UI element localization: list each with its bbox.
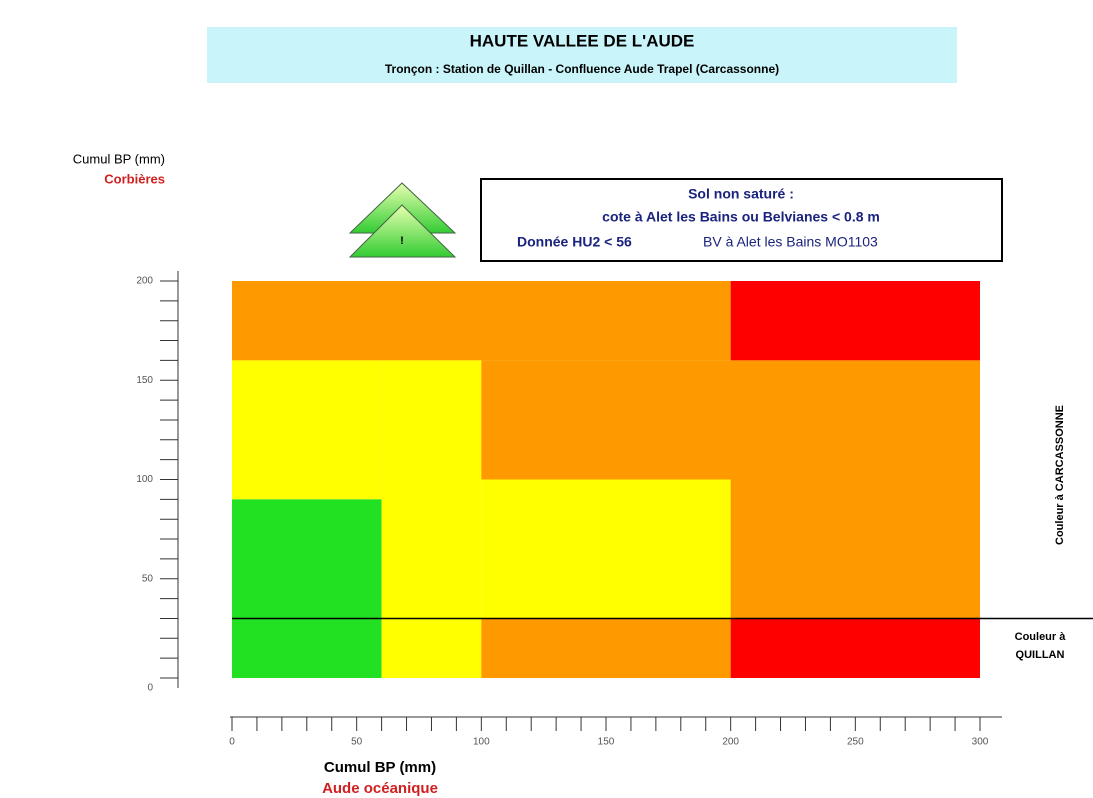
zone <box>730 618 980 678</box>
x-tick-label: 100 <box>473 737 490 748</box>
y-tick-label: 100 <box>136 474 153 485</box>
x-tick-label: 250 <box>847 737 864 748</box>
zone <box>481 479 731 619</box>
zone <box>481 360 980 480</box>
zone <box>232 360 382 500</box>
chart-subtitle: Tronçon : Station de Quillan - Confluenc… <box>385 62 779 76</box>
icon-text: ! <box>400 235 404 247</box>
y-axis-label: Cumul BP (mm) <box>73 151 165 166</box>
title-box <box>207 27 957 83</box>
info-line: Sol non saturé : <box>688 186 794 202</box>
x-axis-label: Cumul BP (mm) <box>324 759 436 776</box>
zone <box>381 360 482 678</box>
x-tick-label: 300 <box>972 737 989 748</box>
zone <box>481 618 731 678</box>
icon: ! <box>348 182 457 258</box>
x-tick-label: 200 <box>722 737 739 748</box>
bottom-right-label: QUILLAN <box>1016 649 1065 661</box>
info-right: BV à Alet les Bains MO1103 <box>703 234 878 250</box>
info-box <box>480 178 1003 262</box>
chart-title: HAUTE VALLEE DE L'AUDE <box>470 31 695 50</box>
x-tick-label: 50 <box>351 737 363 748</box>
y-tick-label: 200 <box>136 276 153 287</box>
y-tick-label: 50 <box>142 573 154 584</box>
x-tick-label: 150 <box>598 737 615 748</box>
y-axis-sublabel: Corbières <box>104 171 165 186</box>
zone <box>232 499 382 678</box>
y-tick-label: 0 <box>147 683 153 694</box>
info-line: cote à Alet les Bains ou Belvianes < 0.8… <box>602 209 880 225</box>
right-label: Couleur à CARCASSONNE <box>1054 405 1066 545</box>
info-left: Donnée HU2 < 56 <box>517 234 632 250</box>
x-tick-label: 0 <box>229 737 235 748</box>
bottom-right-label: Couleur à <box>1015 631 1067 643</box>
zone <box>730 281 980 361</box>
zone <box>730 479 980 619</box>
zone <box>232 281 731 361</box>
x-axis-sublabel: Aude océanique <box>322 780 438 797</box>
y-tick-label: 150 <box>136 375 153 386</box>
